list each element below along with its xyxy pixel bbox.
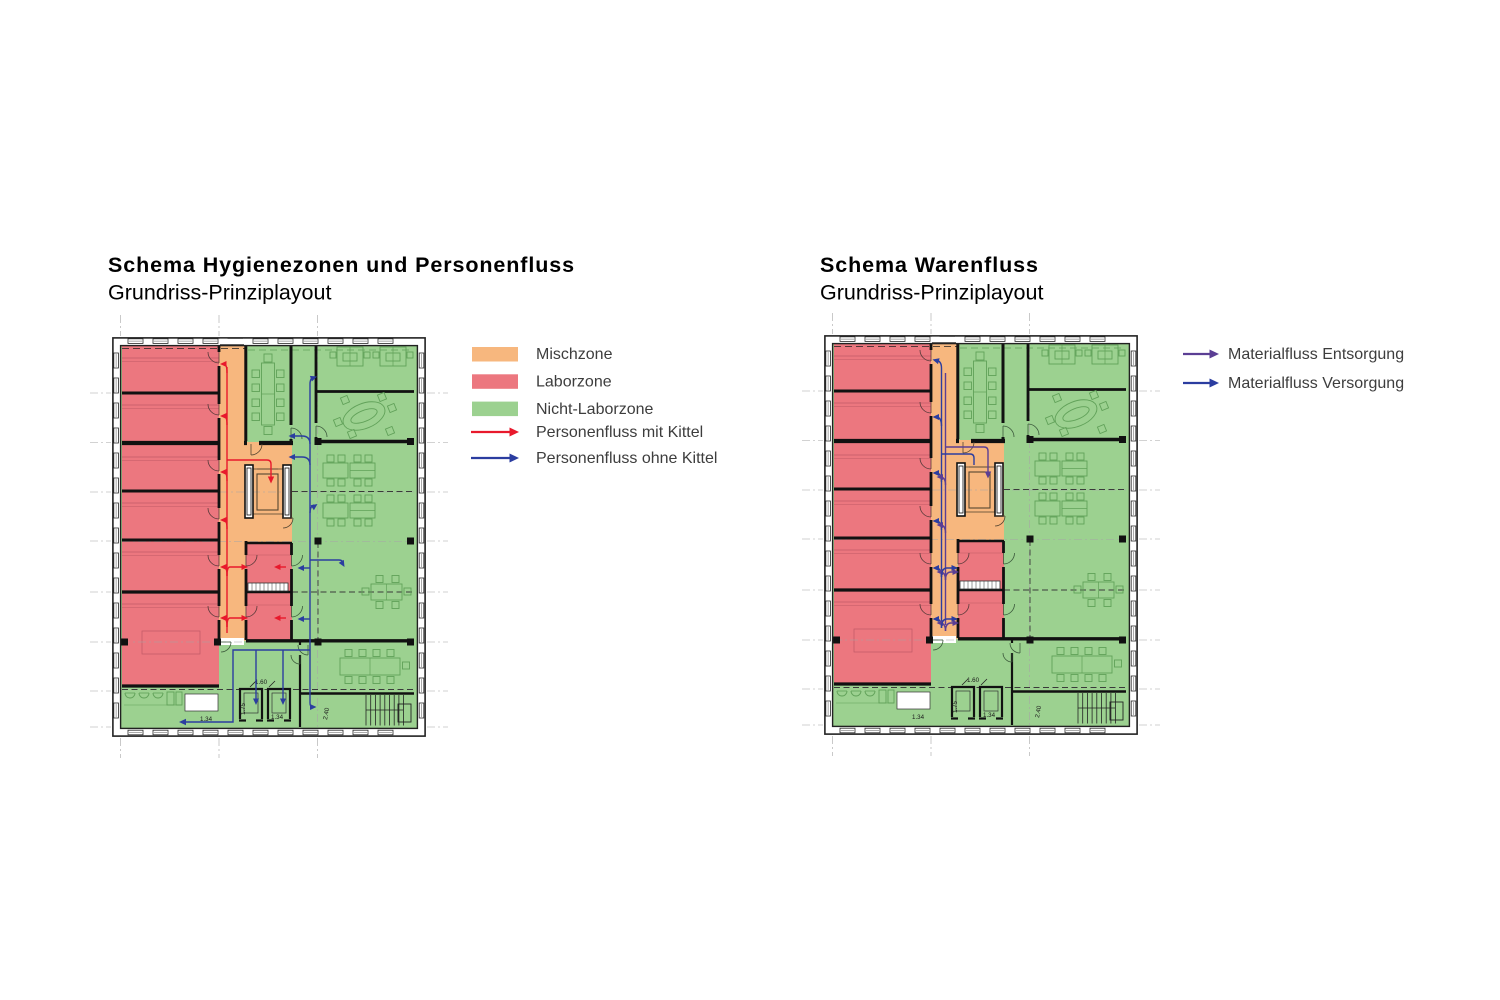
svg-text:Laborzone: Laborzone [536,374,612,391]
svg-text:Personenfluss ohne Kittel: Personenfluss ohne Kittel [536,450,717,467]
svg-text:Grundriss-Prinziplayout: Grundriss-Prinziplayout [820,281,1043,305]
svg-text:Mischzone: Mischzone [536,346,613,363]
svg-text:Materialfluss Versorgung: Materialfluss Versorgung [1228,375,1404,392]
svg-text:Materialfluss Entsorgung: Materialfluss Entsorgung [1228,346,1404,363]
svg-text:Schema Warenfluss: Schema Warenfluss [820,253,1039,277]
svg-text:Grundriss-Prinziplayout: Grundriss-Prinziplayout [108,281,331,305]
svg-text:Schema Hygienezonen und Person: Schema Hygienezonen und Personenfluss [108,253,575,277]
svg-text:Nicht-Laborzone: Nicht-Laborzone [536,401,654,418]
svg-text:Personenfluss mit Kittel: Personenfluss mit Kittel [536,424,703,441]
